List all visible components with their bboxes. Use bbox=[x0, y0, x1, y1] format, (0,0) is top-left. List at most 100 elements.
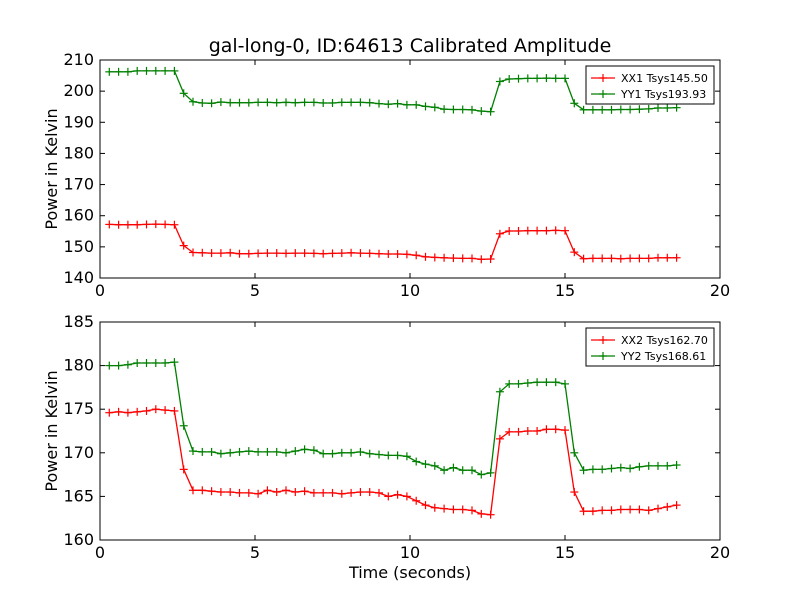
data-point bbox=[133, 358, 142, 367]
data-point bbox=[626, 254, 635, 263]
data-point bbox=[151, 66, 160, 75]
data-point bbox=[272, 447, 281, 456]
data-point bbox=[412, 457, 421, 466]
data-point bbox=[523, 226, 532, 235]
data-point bbox=[179, 465, 188, 474]
bottom-panel: 0 5 10 15 20 160 165 170 175 180 185 Power in Kelvi… bbox=[42, 312, 730, 562]
data-point bbox=[393, 451, 402, 460]
y-tick-label: 180 bbox=[63, 356, 94, 375]
data-point bbox=[458, 105, 467, 114]
data-point bbox=[402, 250, 411, 259]
data-point bbox=[337, 448, 346, 457]
data-point bbox=[588, 105, 597, 114]
data-point bbox=[207, 99, 216, 108]
data-point bbox=[505, 74, 514, 83]
data-point bbox=[272, 98, 281, 107]
data-point bbox=[133, 220, 142, 229]
data-point bbox=[654, 461, 662, 470]
data-point bbox=[495, 229, 504, 238]
data-point bbox=[635, 505, 644, 514]
data-point bbox=[663, 253, 672, 262]
data-point bbox=[384, 492, 393, 501]
y-tick-label: 160 bbox=[63, 530, 94, 549]
data-point bbox=[347, 488, 356, 497]
data-point bbox=[607, 506, 616, 515]
data-point bbox=[114, 407, 123, 416]
data-point bbox=[449, 105, 458, 114]
data-point bbox=[393, 490, 402, 499]
data-point bbox=[142, 220, 151, 229]
data-point bbox=[244, 488, 253, 497]
data-point bbox=[328, 249, 337, 258]
data-point bbox=[198, 486, 207, 495]
data-point bbox=[300, 445, 309, 454]
data-point bbox=[207, 487, 216, 496]
data-point bbox=[114, 220, 123, 229]
data-point bbox=[216, 98, 225, 107]
legend-item: XX1 Tsys145.50 bbox=[591, 72, 708, 85]
data-point bbox=[319, 449, 328, 458]
data-point bbox=[635, 462, 644, 471]
y-tick-label: 210 bbox=[63, 50, 94, 69]
data-point bbox=[449, 254, 458, 263]
data-point bbox=[198, 248, 207, 257]
data-point bbox=[644, 506, 653, 515]
data-point bbox=[300, 98, 309, 107]
data-point bbox=[616, 463, 625, 472]
data-point bbox=[561, 226, 569, 235]
data-point bbox=[505, 226, 514, 235]
data-point bbox=[337, 98, 346, 107]
data-point bbox=[663, 461, 672, 470]
data-point bbox=[105, 408, 114, 417]
data-point bbox=[644, 461, 653, 470]
data-point bbox=[635, 254, 644, 263]
data-point bbox=[607, 105, 616, 114]
data-point bbox=[161, 358, 170, 367]
data-point bbox=[365, 488, 374, 497]
data-point bbox=[337, 249, 346, 258]
data-point bbox=[468, 254, 476, 263]
data-point bbox=[151, 405, 160, 414]
legend-item: YY2 Tsys168.61 bbox=[591, 350, 706, 363]
data-point bbox=[207, 447, 216, 456]
data-point bbox=[133, 66, 142, 75]
legend-item: XX2 Tsys162.70 bbox=[591, 334, 708, 347]
data-point bbox=[254, 249, 263, 258]
data-point bbox=[440, 504, 449, 513]
y-axis-label: Power in Kelvin bbox=[42, 370, 61, 491]
data-point bbox=[244, 98, 253, 107]
y-tick-label: 180 bbox=[63, 143, 94, 162]
data-point bbox=[282, 486, 290, 495]
x-tick-label: 5 bbox=[250, 281, 260, 300]
data-point bbox=[672, 461, 681, 470]
legend: XX2 Tsys162.70 YY2 Tsys168.61 bbox=[585, 327, 715, 367]
data-point bbox=[533, 378, 542, 387]
data-point bbox=[375, 99, 383, 108]
data-point bbox=[365, 249, 374, 258]
chart-title: gal-long-0, ID:64613 Calibrated Amplitud… bbox=[209, 35, 612, 57]
data-point bbox=[356, 447, 365, 456]
x-tick-label: 20 bbox=[710, 281, 730, 300]
data-point bbox=[375, 249, 383, 258]
data-point bbox=[282, 249, 290, 258]
data-point bbox=[347, 98, 356, 107]
data-point bbox=[170, 406, 179, 415]
top-panel: 0 5 10 15 20 140 150 160 170 180 190 200 210 Power in… bbox=[42, 50, 730, 300]
data-point bbox=[291, 447, 300, 456]
data-point bbox=[533, 74, 542, 83]
data-point bbox=[495, 77, 504, 86]
data-point bbox=[421, 501, 430, 510]
data-point bbox=[477, 107, 486, 116]
data-point bbox=[235, 488, 244, 497]
data-point bbox=[616, 254, 625, 263]
data-point bbox=[123, 408, 132, 417]
data-point bbox=[440, 105, 449, 114]
data-point bbox=[449, 463, 458, 472]
data-point bbox=[291, 488, 300, 497]
data-point bbox=[272, 488, 281, 497]
data-point bbox=[561, 379, 569, 388]
data-point bbox=[216, 249, 225, 258]
y-tick-label: 140 bbox=[63, 268, 94, 287]
data-point bbox=[356, 488, 365, 497]
